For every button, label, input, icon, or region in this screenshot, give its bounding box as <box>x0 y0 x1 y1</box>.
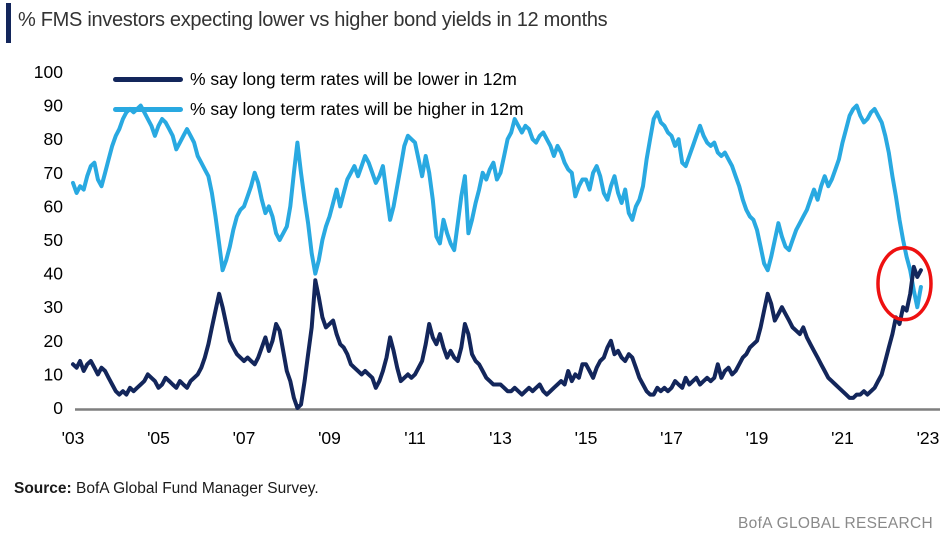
y-axis-tick-label: 70 <box>44 163 64 183</box>
x-axis-tick-label: '09 <box>318 428 341 448</box>
source-label: Source: <box>14 480 72 497</box>
x-axis-tick-label: '05 <box>147 428 170 448</box>
title-accent-bar <box>6 3 11 43</box>
legend-label-lower: % say long term rates will be lower in 1… <box>190 69 517 89</box>
y-axis-tick-label: 80 <box>44 129 64 149</box>
x-axis-tick-label: '13 <box>489 428 512 448</box>
x-axis-tick-label: '23 <box>917 428 940 448</box>
x-axis-tick-label: '11 <box>404 428 426 448</box>
x-axis-tick-label: '19 <box>746 428 769 448</box>
legend-label-higher: % say long term rates will be higher in … <box>190 99 524 119</box>
x-axis-tick-label: '07 <box>233 428 256 448</box>
y-axis-tick-label: 0 <box>53 398 63 418</box>
source-text: BofA Global Fund Manager Survey. <box>71 480 319 497</box>
y-axis-tick-label: 90 <box>44 96 64 116</box>
x-axis-tick-label: '15 <box>575 428 598 448</box>
y-axis-tick-label: 50 <box>44 230 64 250</box>
higher-series-swatch-icon <box>113 107 183 112</box>
x-axis-tick-label: '03 <box>62 428 85 448</box>
x-axis-tick-label: '17 <box>660 428 683 448</box>
legend: % say long term rates will be lower in 1… <box>113 68 524 128</box>
y-axis-tick-label: 40 <box>44 264 64 284</box>
series-lower-line <box>71 264 923 410</box>
y-axis-tick-label: 60 <box>44 196 64 216</box>
lower-series-swatch-icon <box>113 77 183 82</box>
y-axis-tick-label: 10 <box>44 364 64 384</box>
legend-item-lower: % say long term rates will be lower in 1… <box>113 68 524 91</box>
legend-item-higher: % say long term rates will be higher in … <box>113 98 524 121</box>
branding-text: BofA GLOBAL RESEARCH <box>738 515 933 532</box>
crossover-annotation-ellipse <box>876 245 933 322</box>
y-axis-tick-label: 100 <box>34 62 63 82</box>
source-note: Source: BofA Global Fund Manager Survey. <box>14 480 319 498</box>
y-axis-tick-label: 30 <box>44 297 64 317</box>
page-title: % FMS investors expecting lower vs highe… <box>18 9 608 31</box>
y-axis-tick-label: 20 <box>44 331 64 351</box>
x-axis-tick-label: '21 <box>831 428 854 448</box>
series-higher-line <box>71 103 923 310</box>
